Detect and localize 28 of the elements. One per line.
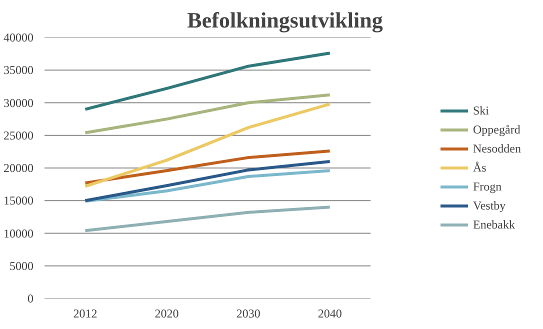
- y-tick-label: 15000: [4, 194, 34, 208]
- x-tick-label: 2020: [154, 306, 179, 320]
- y-tick-label: 5000: [10, 258, 34, 273]
- line-series: [84, 169, 332, 203]
- legend-label: Ski: [473, 103, 490, 118]
- x-tick-label: 2012: [73, 306, 98, 320]
- legend-label: Oppegård: [473, 122, 520, 137]
- x-tick-label: 2040: [318, 306, 342, 320]
- line-series: [84, 102, 332, 188]
- line-series: [84, 160, 332, 202]
- y-tick-label: 10000: [4, 226, 34, 240]
- x-tick-label: 2030: [236, 306, 260, 320]
- legend-label: Frogn: [473, 179, 502, 194]
- y-tick-label: 35000: [4, 63, 34, 78]
- y-tick-label: 30000: [4, 96, 34, 110]
- legend-label: Enebakk: [473, 217, 515, 232]
- line-series: [84, 150, 332, 185]
- chart-title: Befolkningsutvikling: [187, 8, 383, 32]
- line-series: [84, 52, 332, 111]
- y-tick-label: 0: [28, 292, 34, 306]
- line-series: [84, 93, 332, 134]
- y-tick-label: 40000: [4, 30, 34, 44]
- legend-label: Nesodden: [473, 141, 521, 156]
- line-series: [84, 206, 332, 232]
- legend-label: Ås: [473, 160, 488, 175]
- y-tick-label: 25000: [4, 128, 34, 142]
- y-tick-label: 20000: [4, 161, 34, 175]
- legend-label: Vestby: [473, 198, 506, 213]
